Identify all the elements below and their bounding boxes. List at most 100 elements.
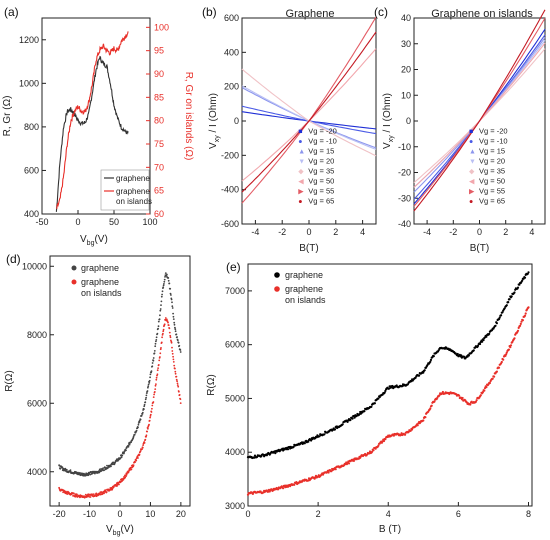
panel-a-y-ticks-left: 400 600 800 1000 1200	[19, 35, 46, 219]
data-point	[178, 390, 180, 393]
data-point	[139, 450, 142, 452]
y-tick-label: 6000	[27, 398, 47, 408]
x-tick-label: 50	[109, 217, 119, 227]
data-point	[178, 344, 181, 347]
legend-marker: ●	[298, 138, 302, 145]
data-point	[458, 394, 461, 397]
data-point	[175, 378, 178, 381]
data-point	[152, 396, 155, 398]
data-point	[521, 319, 525, 322]
panel-a-frame	[41, 17, 151, 215]
data-point	[95, 495, 98, 498]
y-tick-label: 95	[154, 46, 164, 56]
x-tick-label: 0	[245, 509, 250, 519]
data-point	[159, 352, 162, 355]
data-point	[373, 402, 376, 405]
x-tick-label: 0	[306, 227, 311, 237]
legend-label: Vg = 55	[479, 186, 505, 195]
legend-label: Vg = 35	[308, 166, 334, 175]
data-point	[493, 375, 496, 378]
legend-marker: ◀	[469, 178, 475, 185]
panel-label: (e)	[226, 260, 241, 274]
data-point	[423, 369, 426, 372]
data-point	[155, 336, 158, 339]
legend-marker: ◀	[298, 178, 304, 185]
data-point	[98, 471, 101, 474]
data-point	[87, 474, 90, 477]
legend-marker: ◆	[469, 168, 475, 175]
data-point	[422, 419, 425, 422]
data-point	[173, 364, 176, 367]
legend-marker: ▼	[469, 158, 476, 165]
data-point	[152, 359, 155, 362]
data-point	[333, 428, 337, 431]
data-point	[105, 491, 108, 494]
panel-e-ylabel: R(Ω)	[206, 374, 217, 395]
data-point	[155, 339, 158, 341]
panel-a-x-ticks: -50 0 50 100	[35, 210, 158, 227]
data-point	[76, 493, 78, 496]
data-point	[485, 386, 488, 389]
panel-xlabel: B(T)	[470, 243, 489, 254]
data-point	[179, 349, 182, 351]
data-point	[485, 335, 488, 338]
data-point	[174, 370, 177, 373]
x-tick-label: 0	[117, 509, 122, 519]
panel-d-x-ticks: -20 -10 0 10 20	[53, 502, 186, 519]
data-point	[433, 400, 436, 403]
y-tick-label: 200	[224, 82, 239, 92]
data-point	[174, 367, 176, 370]
y-tick-label: 600	[224, 13, 239, 23]
data-point	[128, 469, 131, 472]
data-point	[106, 464, 108, 467]
data-point	[171, 350, 174, 352]
data-point	[144, 438, 147, 441]
y-tick-label: 40	[401, 13, 411, 23]
data-point	[158, 359, 161, 362]
data-point	[135, 459, 138, 462]
data-point	[143, 442, 146, 444]
x-tick-label: 2	[316, 509, 321, 519]
data-point	[481, 340, 484, 343]
legend-label: Vg = 65	[479, 196, 505, 205]
data-point	[84, 493, 87, 496]
data-point	[151, 404, 154, 407]
x-tick-label: 4	[386, 509, 391, 519]
data-point	[341, 423, 344, 426]
data-point	[519, 324, 522, 327]
data-point	[151, 362, 154, 364]
data-point	[138, 421, 141, 423]
legend-label: Vg = 20	[479, 156, 505, 165]
legend-label: on islands	[81, 288, 122, 298]
y-tick-label: 90	[154, 69, 164, 79]
data-point	[141, 411, 144, 414]
panel-title: Graphene on islands	[431, 8, 533, 20]
data-point	[103, 469, 105, 472]
data-point	[495, 322, 498, 325]
data-point	[153, 393, 156, 396]
data-point	[128, 443, 131, 446]
data-point	[481, 391, 484, 394]
y-tick-label: -10	[398, 142, 411, 152]
data-point	[149, 376, 152, 379]
data-point	[113, 486, 115, 488]
data-point	[507, 348, 510, 351]
data-point	[145, 434, 148, 437]
data-point	[307, 440, 310, 443]
data-point	[132, 464, 135, 467]
data-point	[148, 423, 150, 426]
y-tick-label: 0	[234, 116, 239, 126]
data-point	[147, 386, 149, 389]
y-tick-label: 85	[154, 92, 164, 102]
y-tick-label: 600	[24, 165, 39, 175]
legend-marker: ■	[298, 128, 302, 135]
data-point	[169, 334, 172, 337]
legend-marker	[274, 272, 280, 278]
legend-label: Vg = 20	[308, 156, 334, 165]
data-point	[127, 445, 130, 448]
x-tick-label: 0	[75, 217, 80, 227]
data-point	[179, 402, 182, 404]
data-point	[497, 366, 501, 369]
panel-b-x-ticks: -4 -2 0 2 4	[251, 220, 365, 237]
data-point	[505, 351, 508, 354]
